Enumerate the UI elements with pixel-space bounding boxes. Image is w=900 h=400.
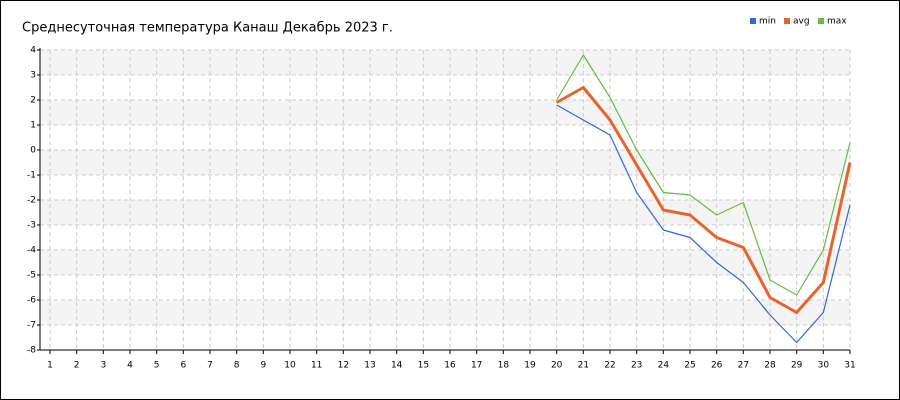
x-tick-label: 4 <box>127 361 133 371</box>
x-tick-label: 1 <box>47 361 53 371</box>
x-tick-label: 19 <box>524 361 536 371</box>
x-tick-label: 30 <box>818 361 830 371</box>
x-tick-label: 6 <box>180 361 186 371</box>
y-tick-label: -3 <box>27 221 36 231</box>
legend-swatch <box>784 18 790 24</box>
legend-swatch <box>750 18 756 24</box>
series-line <box>556 54 851 296</box>
y-tick-label: -8 <box>27 346 36 356</box>
legend-label: min <box>759 17 776 27</box>
legend-label: max <box>827 17 847 27</box>
x-tick-label: 24 <box>658 361 670 371</box>
legend-swatch <box>818 18 824 24</box>
x-tick-label: 29 <box>791 361 803 371</box>
x-tick-label: 16 <box>444 361 456 371</box>
band <box>40 100 850 125</box>
x-tick-label: 13 <box>364 361 375 371</box>
y-tick-label: 0 <box>30 146 36 156</box>
x-tick-label: 10 <box>284 361 296 371</box>
y-tick-label: 4 <box>30 46 36 56</box>
x-tick-label: 17 <box>471 361 482 371</box>
y-tick-label: -5 <box>27 271 36 281</box>
x-tick-label: 11 <box>311 361 322 371</box>
x-tick-label: 26 <box>711 361 723 371</box>
x-tick-label: 31 <box>844 361 855 371</box>
x-tick-label: 18 <box>498 361 510 371</box>
x-tick-label: 25 <box>684 361 695 371</box>
y-tick-label: -6 <box>27 296 36 306</box>
y-tick-label: 3 <box>30 71 36 81</box>
y-tick-label: 1 <box>30 121 36 131</box>
x-tick-label: 21 <box>578 361 589 371</box>
band <box>40 300 850 325</box>
x-tick-label: 7 <box>207 361 213 371</box>
x-tick-label: 15 <box>418 361 429 371</box>
legend-label: avg <box>793 17 810 27</box>
x-tick-label: 27 <box>738 361 749 371</box>
x-tick-label: 5 <box>154 361 160 371</box>
y-tick-label: -7 <box>27 321 36 331</box>
y-tick-label: 2 <box>30 96 36 106</box>
y-tick-label: -2 <box>27 196 36 206</box>
x-tick-label: 12 <box>338 361 349 371</box>
series-line <box>556 104 851 344</box>
y-tick-label: -1 <box>27 171 36 181</box>
x-tick-label: 22 <box>604 361 615 371</box>
x-tick-label: 8 <box>234 361 240 371</box>
x-tick-label: 2 <box>74 361 80 371</box>
band <box>40 200 850 225</box>
x-tick-label: 3 <box>100 361 106 371</box>
band <box>40 150 850 175</box>
x-tick-label: 20 <box>551 361 563 371</box>
series-line <box>555 86 852 314</box>
band <box>40 250 850 275</box>
x-tick-label: 9 <box>260 361 266 371</box>
x-tick-label: 14 <box>391 361 403 371</box>
x-tick-label: 28 <box>764 361 776 371</box>
chart-title: Среднесуточная температура Канаш Декабрь… <box>22 21 393 36</box>
x-tick-label: 23 <box>631 361 642 371</box>
band <box>40 50 850 75</box>
y-tick-label: -4 <box>27 246 36 256</box>
